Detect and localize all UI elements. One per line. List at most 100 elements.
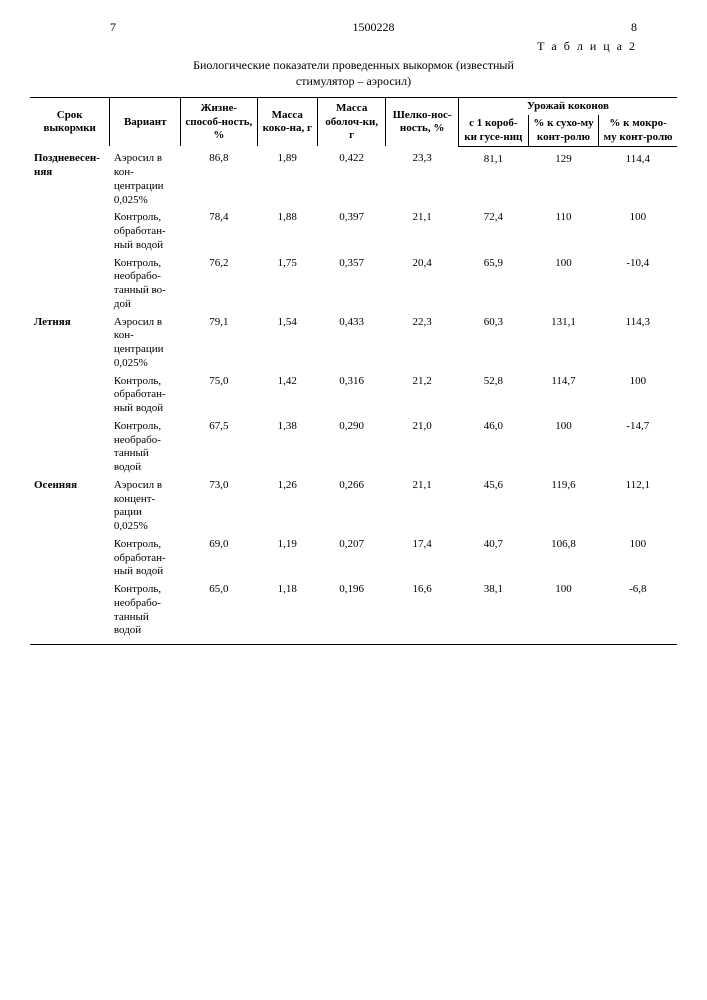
caption-line-1: Биологические показатели проведенных вык… — [193, 58, 514, 72]
cell-value: 114,4 — [599, 146, 677, 209]
cell-value: 110 — [528, 209, 598, 254]
col-viability: Жизне-способ-ность, % — [181, 98, 258, 147]
col-cocoon-mass: Масса коко-на, г — [257, 98, 317, 147]
cell-value: 0,422 — [317, 146, 385, 209]
table-row: Контроль, обработан-ный водой75,01,420,3… — [30, 373, 677, 418]
cell-value: 38,1 — [458, 581, 528, 645]
cell-value: 86,8 — [181, 146, 258, 209]
table-body: Поздневесен-няяАэросил в кон-центрации 0… — [30, 146, 677, 644]
cell-value: 100 — [528, 581, 598, 645]
cell-variant: Контроль, обработан-ный водой — [110, 209, 181, 254]
cell-value: 22,3 — [386, 314, 458, 373]
cell-variant: Аэросил в кон-центрации 0,025% — [110, 314, 181, 373]
cell-value: 1,19 — [257, 536, 317, 581]
caption-line-2: стимулятор – аэросил) — [296, 74, 411, 88]
cell-value: 1,54 — [257, 314, 317, 373]
cell-value: 78,4 — [181, 209, 258, 254]
cell-value: 100 — [528, 418, 598, 477]
cell-value: 100 — [528, 255, 598, 314]
cell-value: 67,5 — [181, 418, 258, 477]
table-head: Срок выкормки Вариант Жизне-способ-ность… — [30, 98, 677, 147]
table-row: Контроль, необрабо-танный водой67,51,380… — [30, 418, 677, 477]
cell-value: 0,397 — [317, 209, 385, 254]
cell-value: 69,0 — [181, 536, 258, 581]
cell-value: 65,0 — [181, 581, 258, 645]
col-group-yield: Урожай коконов — [458, 98, 677, 116]
page-num-right: 8 — [631, 20, 637, 35]
col-yield-dry: % к сухо-му конт-ролю — [528, 115, 598, 146]
col-yield-wet: % к мокро-му конт-ролю — [599, 115, 677, 146]
col-period: Срок выкормки — [30, 98, 110, 147]
cell-period — [30, 536, 110, 581]
cell-variant: Аэросил в кон-центрации 0,025% — [110, 146, 181, 209]
cell-value: 106,8 — [528, 536, 598, 581]
cell-value: 1,38 — [257, 418, 317, 477]
cell-value: 1,42 — [257, 373, 317, 418]
col-variant: Вариант — [110, 98, 181, 147]
table-caption: Биологические показатели проведенных вык… — [30, 58, 677, 89]
cell-value: 65,9 — [458, 255, 528, 314]
cell-value: 45,6 — [458, 477, 528, 536]
cell-period — [30, 209, 110, 254]
cell-period: Летняя — [30, 314, 110, 373]
cell-value: 21,1 — [386, 209, 458, 254]
cell-period: Осенняя — [30, 477, 110, 536]
cell-value: 79,1 — [181, 314, 258, 373]
cell-value: 21,1 — [386, 477, 458, 536]
cell-value: 75,0 — [181, 373, 258, 418]
cell-value: -6,8 — [599, 581, 677, 645]
cell-value: 1,89 — [257, 146, 317, 209]
cell-period — [30, 373, 110, 418]
cell-value: 73,0 — [181, 477, 258, 536]
cell-value: 60,3 — [458, 314, 528, 373]
cell-value: 23,3 — [386, 146, 458, 209]
data-table: Срок выкормки Вариант Жизне-способ-ность… — [30, 97, 677, 645]
cell-value: 72,4 — [458, 209, 528, 254]
cell-variant: Аэросил в концент-рации 0,025% — [110, 477, 181, 536]
cell-variant: Контроль, обработан-ный водой — [110, 373, 181, 418]
cell-value: 1,26 — [257, 477, 317, 536]
cell-value: 16,6 — [386, 581, 458, 645]
cell-value: 1,88 — [257, 209, 317, 254]
cell-value: 0,433 — [317, 314, 385, 373]
cell-value: 0,266 — [317, 477, 385, 536]
cell-value: 1,75 — [257, 255, 317, 314]
table-row: ЛетняяАэросил в кон-центрации 0,025%79,1… — [30, 314, 677, 373]
col-shell-mass: Масса оболоч-ки, г — [317, 98, 385, 147]
cell-value: 52,8 — [458, 373, 528, 418]
cell-value: 21,0 — [386, 418, 458, 477]
page-header: 7 1500228 8 — [30, 20, 677, 35]
table-row: Контроль, обработан-ный водой69,01,190,2… — [30, 536, 677, 581]
cell-period — [30, 255, 110, 314]
cell-value: 0,357 — [317, 255, 385, 314]
cell-value: 1,18 — [257, 581, 317, 645]
cell-value: -10,4 — [599, 255, 677, 314]
cell-value: 114,3 — [599, 314, 677, 373]
cell-value: 129 — [528, 146, 598, 209]
table-row: Контроль, необрабо-танный во-дой76,21,75… — [30, 255, 677, 314]
cell-value: 131,1 — [528, 314, 598, 373]
cell-variant: Контроль, необрабо-танный во-дой — [110, 255, 181, 314]
table-row: Контроль, обработан-ный водой78,41,880,3… — [30, 209, 677, 254]
cell-value: 100 — [599, 209, 677, 254]
cell-period — [30, 581, 110, 645]
cell-period: Поздневесен-няя — [30, 146, 110, 209]
cell-variant: Контроль, необрабо-танный водой — [110, 581, 181, 645]
cell-value: 0,290 — [317, 418, 385, 477]
cell-value: 40,7 — [458, 536, 528, 581]
cell-value: 119,6 — [528, 477, 598, 536]
document-number: 1500228 — [116, 20, 631, 35]
cell-value: 100 — [599, 536, 677, 581]
cell-value: 100 — [599, 373, 677, 418]
cell-value: 112,1 — [599, 477, 677, 536]
cell-value: 81,1 — [458, 146, 528, 209]
cell-value: 20,4 — [386, 255, 458, 314]
cell-value: 21,2 — [386, 373, 458, 418]
table-number-label: Т а б л и ц а 2 — [30, 39, 677, 54]
col-yield-box: с 1 короб-ки гусе-ниц — [458, 115, 528, 146]
table-row: Поздневесен-няяАэросил в кон-центрации 0… — [30, 146, 677, 209]
cell-value: 0,196 — [317, 581, 385, 645]
cell-value: 76,2 — [181, 255, 258, 314]
table-row: Контроль, необрабо-танный водой65,01,180… — [30, 581, 677, 645]
cell-value: 114,7 — [528, 373, 598, 418]
